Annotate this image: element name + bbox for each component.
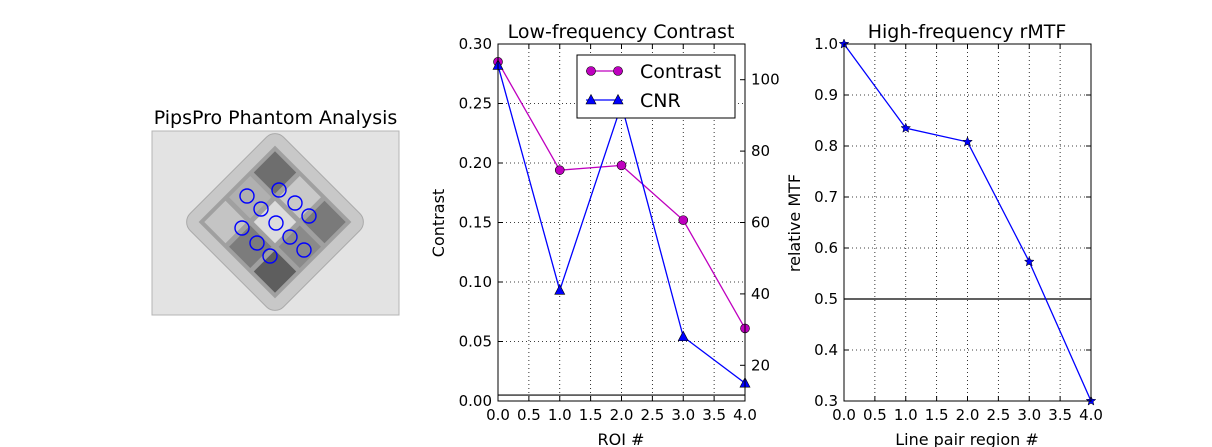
rmtf-point-marker xyxy=(900,122,912,133)
contrast-y2tick-label: 40 xyxy=(751,285,770,303)
contrast-xtick-label: 0.0 xyxy=(486,406,510,424)
rmtf-plot-frame xyxy=(843,43,1092,402)
phantom-panel: PipsPro Phantom Analysis xyxy=(151,107,400,316)
contrast-xtick-label: 2.5 xyxy=(640,406,664,424)
rmtf-ytick-label: 0.3 xyxy=(814,392,838,410)
contrast-legend: Contrast CNR xyxy=(576,54,736,119)
legend-label: Contrast xyxy=(640,61,721,83)
contrast-y2tick-label: 100 xyxy=(751,71,780,89)
legend-swatch-marker xyxy=(613,66,623,76)
rmtf-chart: High-frequency rMTF Line pair region # r… xyxy=(785,21,1103,447)
rmtf-ytick-label: 0.8 xyxy=(814,137,838,155)
contrast-ytick-label: 0.10 xyxy=(459,273,492,291)
rmtf-point-marker xyxy=(962,136,973,147)
rmtf-xtick-label: 0.0 xyxy=(832,406,856,424)
contrast-xtick-label: 3.0 xyxy=(671,406,695,424)
contrast-ytick-label: 0.05 xyxy=(459,333,492,351)
contrast-y2tick-label: 80 xyxy=(751,142,770,160)
rmtf-chart-title: High-frequency rMTF xyxy=(868,21,1067,43)
rmtf-grid xyxy=(843,43,1092,402)
contrast-ytick-label: 0.20 xyxy=(459,154,492,172)
roi-circle xyxy=(262,248,278,264)
rmtf-xtick-label: 2.5 xyxy=(986,406,1010,424)
rmtf-xtick-label: 1.5 xyxy=(925,406,949,424)
contrast-xtick-label: 1.5 xyxy=(579,406,603,424)
roi-circle xyxy=(268,215,284,231)
contrast-chart: Low-frequency Contrast ROI # Contrast 0.… xyxy=(429,21,780,447)
rmtf-ytick-label: 0.9 xyxy=(814,86,838,104)
rmtf-xtick-label: 3.5 xyxy=(1048,406,1072,424)
contrast-ytick-label: 0.30 xyxy=(459,35,492,53)
roi-circle xyxy=(271,182,287,198)
contrast-chart-title: Low-frequency Contrast xyxy=(508,21,735,43)
rmtf-xtick-label: 4.0 xyxy=(1079,406,1103,424)
rmtf-series-line xyxy=(843,43,1092,402)
contrast-xtick-label: 4.0 xyxy=(733,406,757,424)
contrast-y2tick-label: 20 xyxy=(751,356,770,374)
roi-circle xyxy=(301,208,317,224)
contrast-plot-frame xyxy=(497,43,746,402)
roi-circle xyxy=(282,229,298,245)
rmtf-ytick-label: 0.4 xyxy=(814,341,838,359)
phantom-title: PipsPro Phantom Analysis xyxy=(154,107,398,129)
rmtf-ytick-label: 0.5 xyxy=(814,290,838,308)
roi-circle xyxy=(234,220,250,236)
legend-swatch-marker xyxy=(585,93,597,105)
contrast-xtick-label: 1.0 xyxy=(548,406,572,424)
contrast-point-marker xyxy=(677,330,689,342)
rmtf-ytick-label: 0.7 xyxy=(814,188,838,206)
rmtf-ytick-label: 1.0 xyxy=(814,35,838,53)
rmtf-xtick-label: 1.0 xyxy=(894,406,918,424)
contrast-xtick-label: 0.5 xyxy=(517,406,541,424)
roi-circle xyxy=(249,235,265,251)
rmtf-point-marker xyxy=(1023,256,1035,267)
contrast-point-marker xyxy=(554,165,565,175)
roi-circles xyxy=(234,182,317,264)
roi-circle xyxy=(296,242,312,258)
roi-circle xyxy=(287,195,303,211)
contrast-ytick-label: 0.25 xyxy=(459,95,492,113)
contrast-xtick-label: 2.0 xyxy=(610,406,634,424)
rmtf-chart-xlabel: Line pair region # xyxy=(895,430,1039,447)
contrast-chart-ylabel: Contrast xyxy=(429,189,448,257)
rmtf-ytick-label: 0.6 xyxy=(814,239,838,257)
legend-swatch-marker xyxy=(586,66,596,76)
contrast-xtick-label: 3.5 xyxy=(702,406,726,424)
contrast-ytick-label: 0.15 xyxy=(459,214,492,232)
rmtf-xtick-label: 0.5 xyxy=(863,406,887,424)
legend-label: CNR xyxy=(640,90,681,112)
rmtf-xtick-label: 2.0 xyxy=(956,406,980,424)
legend-box xyxy=(576,54,736,119)
contrast-point-marker xyxy=(678,215,689,225)
contrast-point-marker xyxy=(616,160,627,171)
contrast-y2tick-label: 60 xyxy=(751,214,770,232)
rmtf-chart-ylabel: relative MTF xyxy=(785,174,804,272)
contrast-point-marker xyxy=(554,284,566,295)
contrast-ytick-label: 0.00 xyxy=(459,392,492,410)
contrast-chart-xlabel: ROI # xyxy=(598,430,645,447)
legend-swatch-marker xyxy=(612,93,624,105)
roi-circle xyxy=(239,188,255,204)
roi-circle xyxy=(253,201,269,217)
rmtf-xtick-label: 3.0 xyxy=(1017,406,1041,424)
